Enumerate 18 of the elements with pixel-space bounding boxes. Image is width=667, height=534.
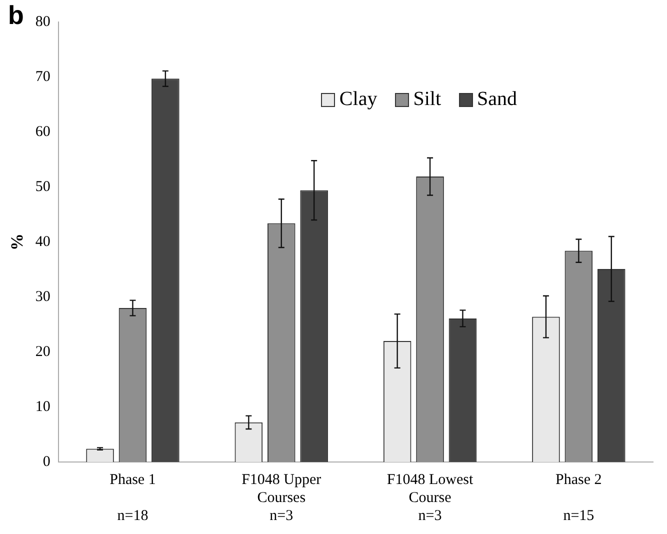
y-tick-label: 20	[35, 344, 50, 360]
legend-label: Sand	[477, 88, 517, 111]
category-label: Phase 2 n=15	[556, 472, 602, 524]
x-tick-label: F1048 Upper Courses n=3	[242, 472, 322, 524]
x-tick-label: F1048 Lowest Course n=3	[386, 472, 474, 524]
y-tick-label: 70	[35, 68, 50, 85]
chart-title: b	[8, 0, 24, 30]
y-tick-label: 0	[42, 454, 50, 470]
y-tick-label: 60	[35, 124, 50, 140]
y-tick-label: 30	[35, 288, 50, 305]
y-tick-label: 10	[35, 398, 50, 415]
legend-label: Silt	[413, 88, 441, 111]
y-tick-label: 40	[35, 234, 50, 250]
y-axis-title: %	[8, 234, 27, 250]
y-tick-label: 50	[35, 178, 50, 195]
y-tick-label: 80	[35, 14, 50, 30]
category-label: Phase 1 n=18	[110, 472, 156, 524]
legend-label: Clay	[339, 88, 378, 111]
